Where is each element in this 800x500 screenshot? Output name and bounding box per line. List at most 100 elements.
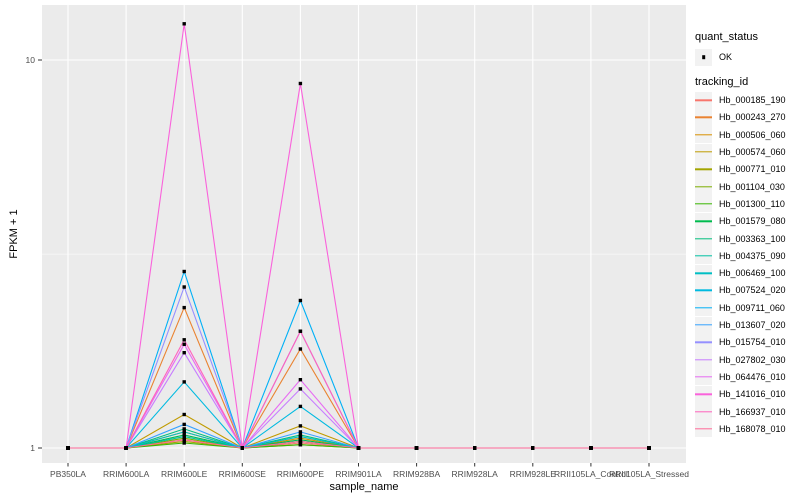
data-point [182, 342, 186, 346]
legend-ok-key: OK [695, 48, 733, 66]
legend-swatch-line [695, 410, 712, 413]
data-point [182, 412, 186, 417]
x-tick-label: PB350LA [50, 469, 86, 479]
legend-item-label: Hb_000574_060 [719, 147, 786, 158]
legend-swatch [695, 178, 712, 196]
legend-swatch-line [695, 272, 712, 274]
legend-item-Hb_141016_010: Hb_141016_010 [695, 385, 786, 403]
legend-swatch [695, 316, 712, 334]
legend-swatch-line [695, 99, 712, 101]
legend-item-Hb_001579_080: Hb_001579_080 [695, 212, 786, 230]
legend-swatch-line [695, 255, 712, 257]
x-tick-label: RRII105LA_Control [554, 469, 628, 479]
x-axis-title: sample_name [329, 481, 399, 493]
legend-item-label: Hb_013607_020 [719, 320, 786, 331]
legend-swatch [695, 403, 712, 421]
legend-swatch [695, 195, 712, 213]
data-point [182, 427, 186, 431]
data-point [589, 446, 593, 450]
legend-item-label: Hb_027802_030 [719, 354, 786, 365]
data-point [647, 446, 651, 450]
legend-item-label: Hb_000243_270 [719, 112, 786, 123]
legend-ok-label: OK [719, 52, 733, 63]
legend-swatch [695, 91, 712, 109]
data-point [298, 81, 303, 86]
legend-swatch-line [695, 341, 712, 344]
data-point [298, 443, 303, 447]
data-point [414, 446, 419, 450]
legend-swatch-line [695, 151, 712, 153]
legend-swatch [695, 247, 712, 265]
legend-swatch-line [695, 168, 712, 171]
legend-swatch-line [695, 237, 712, 240]
data-point [298, 329, 303, 333]
plot-panel [42, 5, 686, 463]
legend-item-label: Hb_015754_010 [719, 337, 786, 348]
data-point [298, 404, 303, 409]
data-point [182, 305, 186, 310]
data-point [240, 446, 244, 450]
x-tick-label: RRIM901LA [335, 469, 382, 479]
x-tick-label: RRII105LA_Stressed [609, 469, 689, 479]
legend-item-label: Hb_000771_010 [719, 164, 786, 175]
legend-item-label: Hb_064476_010 [719, 371, 786, 382]
legend-item-Hb_064476_010: Hb_064476_010 [695, 368, 786, 386]
data-point [356, 446, 361, 450]
legend-swatch-line [695, 358, 712, 361]
legend-swatch [695, 420, 712, 438]
data-point [182, 351, 186, 355]
legend-swatch [695, 230, 712, 248]
data-point [298, 434, 303, 439]
legend-item-label: Hb_168078_010 [719, 423, 786, 434]
legend-item-Hb_009711_060: Hb_009711_060 [695, 299, 785, 317]
legend-swatch-line [695, 289, 712, 292]
legend-swatch [695, 212, 712, 230]
legend-item-label: Hb_001104_030 [719, 181, 785, 192]
legend-item-Hb_027802_030: Hb_027802_030 [695, 351, 786, 369]
legend-swatch-line [695, 185, 712, 188]
legend-swatch [695, 351, 712, 369]
legend-item-label: Hb_000185_190 [719, 95, 786, 106]
data-point [298, 424, 303, 428]
ok-key-box [695, 48, 712, 66]
legend-item-label: Hb_006469_100 [719, 268, 786, 279]
legend-swatch [695, 108, 712, 126]
legend-item-Hb_004375_090: Hb_004375_090 [695, 247, 786, 265]
legend-item-Hb_168078_010: Hb_168078_010 [695, 420, 786, 438]
legend-swatch-line [695, 134, 712, 136]
y-tick-label: 1 [30, 443, 35, 453]
legend-swatch [695, 299, 712, 317]
legend-item-label: Hb_001300_110 [719, 198, 785, 209]
legend-item-Hb_166937_010: Hb_166937_010 [695, 403, 786, 421]
legend-item-Hb_006469_100: Hb_006469_100 [695, 264, 786, 282]
data-point [182, 430, 186, 434]
legend-item-label: Hb_001579_080 [719, 216, 786, 227]
data-point [298, 430, 303, 434]
x-tick-label: RRIM600LE [161, 469, 208, 479]
data-point [298, 439, 303, 444]
legend-swatch-line [695, 116, 712, 119]
x-tick-label: RRIM928LA [451, 469, 498, 479]
data-point [182, 438, 186, 442]
x-tick-label: RRIM928BA [392, 469, 441, 479]
data-point [531, 446, 535, 450]
data-point [298, 347, 303, 351]
legend-item-Hb_000506_060: Hb_000506_060 [695, 126, 786, 144]
legend-swatch [695, 126, 712, 144]
legend-swatch [695, 281, 712, 299]
x-tick-label: RRIM600SE [218, 469, 266, 479]
legend-item-Hb_000185_190: Hb_000185_190 [695, 91, 786, 109]
legend-swatch [695, 368, 712, 386]
y-tick-label: 10 [25, 55, 35, 65]
x-tick-label: RRIM600PE [276, 469, 325, 479]
data-point [298, 298, 303, 303]
y-axis-title: FPKM + 1 [8, 209, 20, 259]
legend-item-Hb_007524_020: Hb_007524_020 [695, 281, 786, 299]
legend-item-label: Hb_000506_060 [719, 129, 786, 140]
x-tick-label: RRIM928LE [509, 469, 556, 479]
data-point [182, 22, 186, 26]
legend-swatch [695, 160, 712, 178]
data-point [182, 380, 186, 384]
